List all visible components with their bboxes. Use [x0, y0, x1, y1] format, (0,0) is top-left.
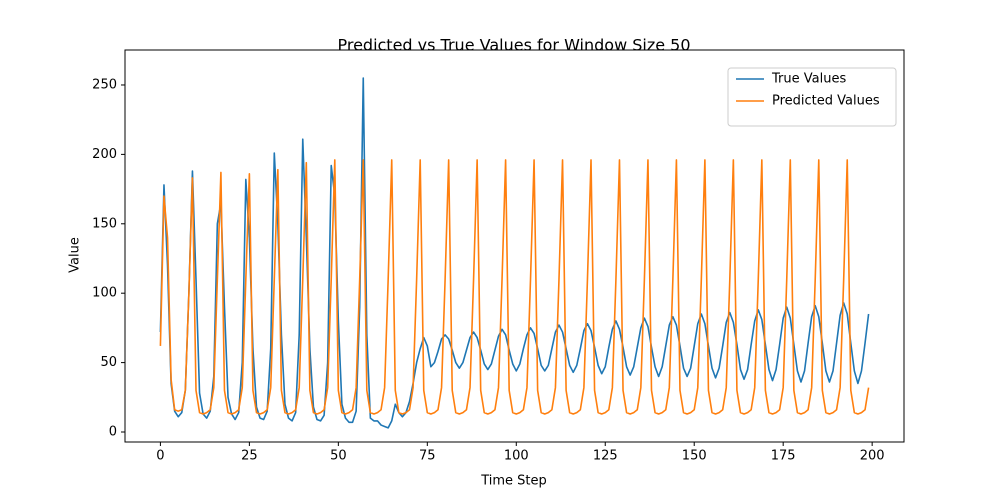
x-tick-label: 75	[419, 449, 436, 464]
y-axis-label: Value	[68, 237, 83, 273]
y-tick-label: 0	[109, 425, 117, 440]
y-tick-label: 50	[100, 355, 117, 370]
legend-label: Predicted Values	[772, 94, 880, 109]
x-tick-label: 100	[504, 449, 529, 464]
x-tick-label: 125	[593, 449, 618, 464]
plot-frame	[124, 49, 905, 443]
series-line	[159, 159, 870, 415]
y-tick-label: 200	[92, 147, 117, 162]
x-axis-label: Time Step	[480, 474, 547, 489]
y-tick-label: 100	[92, 286, 117, 301]
legend-label: True Values	[771, 72, 846, 87]
y-tick-label: 150	[92, 216, 117, 231]
y-tick-label: 250	[92, 77, 117, 92]
x-tick-label: 200	[860, 449, 885, 464]
x-tick-label: 0	[156, 449, 164, 464]
x-tick-label: 175	[771, 449, 796, 464]
x-tick-label: 50	[330, 449, 347, 464]
legend-box	[727, 67, 897, 127]
x-tick-label: 25	[241, 449, 258, 464]
x-tick-label: 150	[682, 449, 707, 464]
chart-title: Predicted vs True Values for Window Size…	[337, 36, 690, 55]
